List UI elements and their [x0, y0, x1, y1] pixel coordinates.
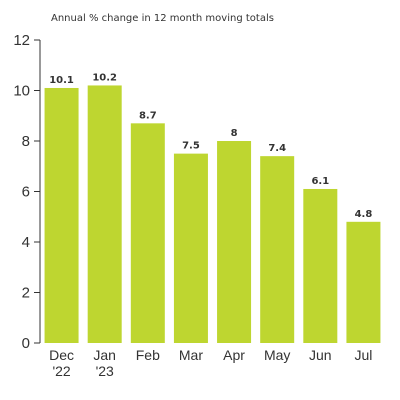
bar [130, 123, 165, 343]
y-axis: 0 2 4 6 8 10 12 [13, 32, 41, 352]
y-tick-label: 8 [22, 133, 30, 150]
bar-value-label: 10.1 [49, 75, 74, 86]
x-tick-label: '22 [52, 363, 70, 379]
y-tick-label: 4 [22, 234, 30, 251]
y-tick-label: 10 [13, 83, 30, 100]
x-tick-label: Jun [309, 347, 332, 363]
y-tick-label: 12 [13, 32, 30, 49]
x-axis: Dec'22 Jan'23 Feb Mar Apr May Jun Jul [49, 347, 372, 379]
x-tick-label: Mar [179, 347, 203, 363]
x-tick-label: May [264, 347, 290, 363]
chart-subtitle: Annual % change in 12 month moving total… [51, 13, 274, 24]
x-tick-label: Dec [49, 347, 74, 363]
x-tick-label: Jan [93, 347, 116, 363]
x-tick-label: Feb [136, 347, 160, 363]
bars [44, 85, 381, 343]
bar [346, 221, 381, 343]
bar-value-label: 4.8 [355, 209, 373, 220]
bar-value-label: 8.7 [139, 110, 157, 121]
bar [87, 85, 122, 343]
bar [260, 156, 295, 343]
y-tick-label: 0 [22, 335, 30, 352]
bar [303, 188, 338, 343]
bar-value-label: 10.2 [92, 72, 117, 83]
y-tick-label: 2 [22, 285, 30, 302]
data-labels: 10.1 10.2 8.7 7.5 8 7.4 6.1 4.8 [49, 72, 372, 219]
bar-value-label: 7.5 [182, 141, 200, 152]
x-tick-label: Apr [223, 347, 245, 363]
bar [173, 153, 208, 343]
bar-value-label: 8 [231, 128, 238, 139]
x-tick-label: Jul [354, 347, 372, 363]
bar [44, 87, 79, 343]
bar-value-label: 6.1 [311, 176, 329, 187]
x-tick-label: '23 [96, 363, 114, 379]
bar [217, 141, 252, 343]
bar-value-label: 7.4 [268, 143, 286, 154]
y-tick-label: 6 [22, 184, 30, 201]
